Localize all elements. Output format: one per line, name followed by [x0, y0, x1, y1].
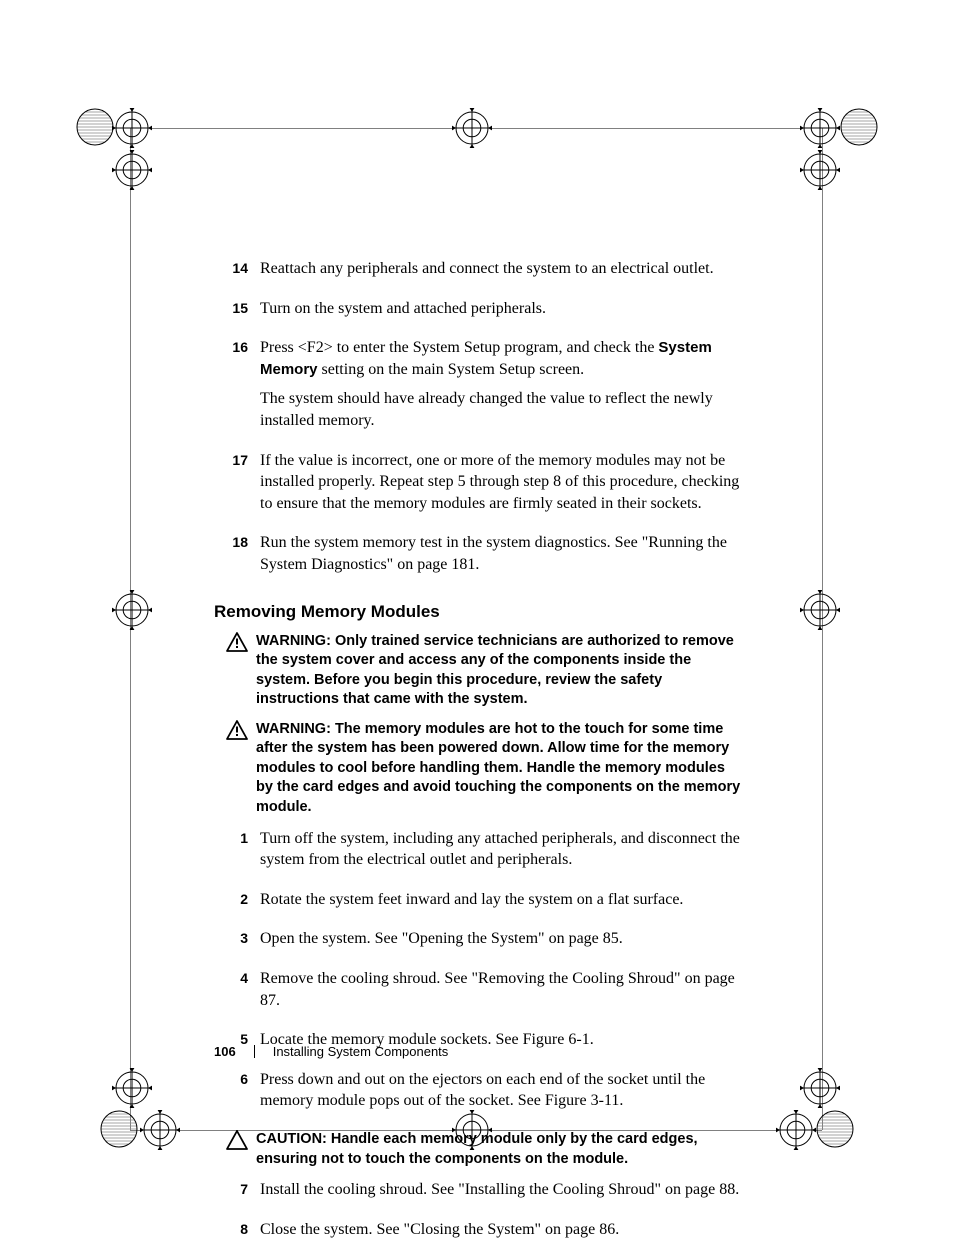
numbered-step: 7Install the cooling shroud. See "Instal…	[214, 1179, 744, 1209]
step-number: 2	[214, 889, 260, 919]
step-number: 14	[214, 258, 260, 288]
numbered-step: 2Rotate the system feet inward and lay t…	[214, 889, 744, 919]
crosshair-icon	[112, 108, 152, 148]
page: 14Reattach any peripherals and connect t…	[0, 0, 954, 1235]
step-number: 18	[214, 532, 260, 583]
crosshair-icon	[112, 1068, 152, 1108]
page-footer: 106 Installing System Components	[214, 1044, 448, 1059]
crosshair-icon	[140, 1110, 180, 1150]
notice-label: CAUTION:	[256, 1131, 327, 1147]
step-paragraph: The system should have already changed t…	[260, 388, 744, 431]
crosshair-icon	[776, 1110, 816, 1150]
numbered-step: 8Close the system. See "Closing the Syst…	[214, 1219, 744, 1249]
step-paragraph: Turn on the system and attached peripher…	[260, 298, 744, 320]
step-body: Turn on the system and attached peripher…	[260, 298, 744, 328]
footer-separator	[254, 1045, 255, 1058]
warning-notice: WARNING: Only trained service technician…	[214, 632, 744, 710]
crosshair-icon	[452, 108, 492, 148]
step-body: Run the system memory test in the system…	[260, 532, 744, 583]
step-number: 6	[214, 1069, 260, 1120]
registration-line	[130, 128, 132, 1131]
step-body: Turn off the system, including any attac…	[260, 828, 744, 879]
step-number: 1	[214, 828, 260, 879]
crosshair-icon	[800, 150, 840, 190]
notice-label: WARNING:	[256, 721, 331, 737]
numbered-step: 1Turn off the system, including any atta…	[214, 828, 744, 879]
warning-icon	[214, 720, 256, 818]
numbered-step: 15Turn on the system and attached periph…	[214, 298, 744, 328]
caution-notice: CAUTION: Handle each memory module only …	[214, 1130, 744, 1169]
step-number: 3	[214, 928, 260, 958]
step-paragraph: Remove the cooling shroud. See "Removing…	[260, 968, 744, 1011]
step-paragraph: Close the system. See "Closing the Syste…	[260, 1219, 744, 1241]
crosshair-icon	[112, 150, 152, 190]
warning-icon	[214, 632, 256, 710]
step-paragraph: Rotate the system feet inward and lay th…	[260, 889, 744, 911]
notice-body: WARNING: Only trained service technician…	[256, 632, 744, 710]
step-body: Rotate the system feet inward and lay th…	[260, 889, 744, 919]
steps-bottom-a: 1Turn off the system, including any atta…	[214, 828, 744, 1120]
step-paragraph: Run the system memory test in the system…	[260, 532, 744, 575]
step-body: Install the cooling shroud. See "Install…	[260, 1179, 744, 1209]
step-body: Close the system. See "Closing the Syste…	[260, 1219, 744, 1249]
crosshair-icon	[800, 590, 840, 630]
page-number: 106	[214, 1044, 236, 1059]
numbered-step: 16Press <F2> to enter the System Setup p…	[214, 337, 744, 439]
steps-bottom-b: 7Install the cooling shroud. See "Instal…	[214, 1179, 744, 1248]
steps-top: 14Reattach any peripherals and connect t…	[214, 258, 744, 584]
crosshair-icon	[112, 590, 152, 630]
step-paragraph: Press down and out on the ejectors on ea…	[260, 1069, 744, 1112]
numbered-step: 4Remove the cooling shroud. See "Removin…	[214, 968, 744, 1019]
step-number: 8	[214, 1219, 260, 1249]
numbered-step: 17If the value is incorrect, one or more…	[214, 450, 744, 523]
step-paragraph: Reattach any peripherals and connect the…	[260, 258, 744, 280]
numbered-step: 18Run the system memory test in the syst…	[214, 532, 744, 583]
warning-notice: WARNING: The memory modules are hot to t…	[214, 720, 744, 818]
hatched-disc-icon	[100, 1110, 138, 1148]
step-body: Press down and out on the ejectors on ea…	[260, 1069, 744, 1120]
step-paragraph: Turn off the system, including any attac…	[260, 828, 744, 871]
step-body: Press <F2> to enter the System Setup pro…	[260, 337, 744, 439]
registration-line	[130, 128, 823, 130]
content-column: 14Reattach any peripherals and connect t…	[214, 258, 744, 1258]
hatched-disc-icon	[816, 1110, 854, 1148]
step-body: Remove the cooling shroud. See "Removing…	[260, 968, 744, 1019]
section-heading: Removing Memory Modules	[214, 602, 744, 622]
step-paragraph: Install the cooling shroud. See "Install…	[260, 1179, 744, 1201]
step-body: Open the system. See "Opening the System…	[260, 928, 744, 958]
bold-text: System Memory	[260, 339, 712, 378]
step-number: 17	[214, 450, 260, 523]
footer-title: Installing System Components	[273, 1044, 449, 1059]
step-body: Reattach any peripherals and connect the…	[260, 258, 744, 288]
caution-notice: CAUTION: Handle each memory module only …	[214, 1130, 744, 1169]
step-body: If the value is incorrect, one or more o…	[260, 450, 744, 523]
numbered-step: 14Reattach any peripherals and connect t…	[214, 258, 744, 288]
hatched-disc-icon	[76, 108, 114, 146]
notice-label: WARNING:	[256, 633, 331, 649]
step-number: 7	[214, 1179, 260, 1209]
step-paragraph: Open the system. See "Opening the System…	[260, 928, 744, 950]
step-number: 15	[214, 298, 260, 328]
numbered-step: 3Open the system. See "Opening the Syste…	[214, 928, 744, 958]
notices: WARNING: Only trained service technician…	[214, 632, 744, 818]
crosshair-icon	[800, 1068, 840, 1108]
numbered-step: 6Press down and out on the ejectors on e…	[214, 1069, 744, 1120]
hatched-disc-icon	[840, 108, 878, 146]
step-paragraph: Press <F2> to enter the System Setup pro…	[260, 337, 744, 380]
step-number: 4	[214, 968, 260, 1019]
notice-body: WARNING: The memory modules are hot to t…	[256, 720, 744, 818]
crosshair-icon	[800, 108, 840, 148]
notice-body: CAUTION: Handle each memory module only …	[256, 1130, 744, 1169]
step-number: 16	[214, 337, 260, 439]
registration-line	[822, 128, 824, 1131]
caution-icon	[214, 1130, 256, 1169]
step-paragraph: If the value is incorrect, one or more o…	[260, 450, 744, 515]
